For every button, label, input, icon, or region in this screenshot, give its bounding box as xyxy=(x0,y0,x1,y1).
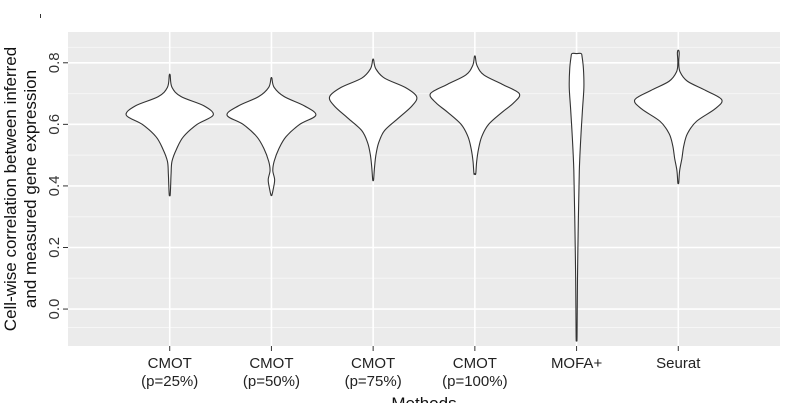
violin-4 xyxy=(429,55,521,176)
corner-mark xyxy=(40,14,41,18)
x-tick-label: CMOT (p=25%) xyxy=(141,355,198,390)
x-axis-title: Methods xyxy=(391,394,456,403)
plot-panel xyxy=(68,32,780,346)
x-tick-label: Seurat xyxy=(656,355,701,372)
x-tick-label: MOFA+ xyxy=(551,355,603,372)
y-axis-title-line-2: and measured gene expression xyxy=(21,70,40,308)
violin-5 xyxy=(568,52,585,342)
violin-1 xyxy=(125,73,214,197)
x-axis-ticks: CMOT (p=25%) CMOT (p=50%) CMOT (p=75%) CMOT (p=… xyxy=(141,346,701,390)
y-tick-label: 0.8 xyxy=(46,52,63,73)
y-tick-label: 0.6 xyxy=(46,114,63,135)
x-tick-label: CMOT (p=50%) xyxy=(243,355,300,390)
x-tick-label: CMOT (p=100%) xyxy=(442,355,507,390)
violin-6 xyxy=(633,49,723,185)
major-gridlines xyxy=(68,32,780,346)
violin-3 xyxy=(328,58,418,182)
y-tick-label: 0.4 xyxy=(46,175,63,196)
y-axis-title-line-1: Cell-wise correlation between inferred xyxy=(1,47,20,331)
violins-group xyxy=(125,49,723,342)
x-tick-label: CMOT (p=75%) xyxy=(345,355,402,390)
y-tick-label: 0.0 xyxy=(46,299,63,320)
y-axis-ticks: 0.0 0.2 0.4 0.6 0.8 xyxy=(46,52,68,319)
violin-2 xyxy=(226,76,317,197)
y-tick-label: 0.2 xyxy=(46,237,63,258)
minor-gridlines xyxy=(68,46,780,329)
